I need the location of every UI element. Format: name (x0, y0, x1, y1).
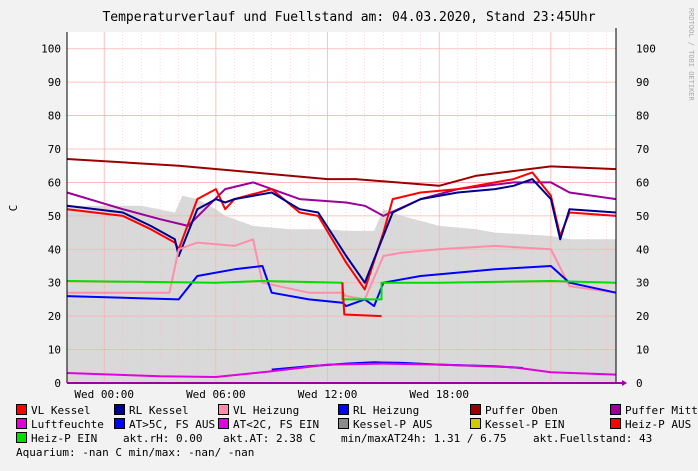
legend-item-rl-heizung: RL Heizung (338, 404, 419, 418)
series-layer (66, 158, 617, 378)
legend-label: Puffer Oben (485, 404, 558, 417)
legend-item-vl-heizung: VL Heizung (218, 404, 299, 418)
legend-item-rl-kessel: RL Kessel (114, 404, 189, 418)
watermark: RRDTOOL / TOBI OETIKER (687, 8, 695, 102)
humidity-readout: akt.rH: 0.00 (123, 432, 203, 445)
legend-swatch (114, 404, 125, 415)
aquarium-readout: Aquarium: -nan C min/max: -nan/ -nan (16, 446, 255, 459)
y-tick-label-right: 50 (636, 210, 649, 223)
legend-item-kessel-p-ein: Kessel-P EIN (470, 418, 564, 432)
series-line-luftfeuchte (66, 362, 617, 378)
y-tick-label-left: 60 (48, 176, 61, 189)
y-axis-label: C (7, 205, 20, 212)
legend-swatch (610, 418, 621, 429)
legend-label: Kessel-P AUS (353, 418, 433, 431)
legend-item-vl-kessel: VL Kessel (16, 404, 91, 418)
series-line-vl-heizung (67, 238, 617, 301)
legend-swatch (338, 404, 349, 415)
y-tick-label-right: 40 (636, 243, 649, 256)
legend-label: Luftfeuchte (31, 418, 104, 431)
x-axis-arrow (622, 380, 627, 386)
y-tick-label-left: 40 (48, 243, 61, 256)
legend-label: Heiz-P EIN (31, 432, 98, 445)
legend-swatch (610, 404, 621, 415)
legend-swatch (470, 418, 481, 429)
legend-swatch (470, 404, 481, 415)
y-tick-label-left: 20 (48, 310, 61, 323)
fill-level-readout: akt.Fuellstand: 43 (533, 432, 653, 445)
series-line-rl-heizung (66, 265, 617, 308)
legend-item-heiz-p-ein: Heiz-P EIN (16, 432, 97, 446)
y-tick-label-right: 100 (636, 43, 656, 56)
y-tick-label-left: 90 (48, 76, 61, 89)
chart-title: Temperaturverlauf und Fuellstand am: 04.… (102, 10, 595, 25)
legend-item-puffer-mitte: Puffer Mitte (610, 404, 698, 418)
y-tick-label-left: 50 (48, 210, 61, 223)
legend-item-luftfeuchte: Luftfeuchte (16, 418, 104, 432)
axis-layer: 0 0 10 10 20 20 30 30 40 40 50 50 60 60 70 70 80 80 90 90 10… (41, 28, 656, 401)
legend-swatch (114, 418, 125, 429)
legend-item-at-5c-fs-aus: AT>5C, FS AUS (114, 418, 215, 432)
legend-item-kessel-p-aus: Kessel-P AUS (338, 418, 432, 432)
series-line-heiz-p-ein (66, 280, 617, 301)
legend-swatch (16, 432, 27, 443)
legend-label: Puffer Mitte (625, 404, 698, 417)
legend-label: VL Kessel (31, 404, 91, 417)
y-tick-label-right: 60 (636, 176, 649, 189)
y-tick-label-left: 30 (48, 277, 61, 290)
legend-row-1: VL Kessel RL Kessel VL Heizung RL Heizung Pu… (16, 404, 698, 418)
y-tick-label-right: 70 (636, 143, 649, 156)
y-tick-label-right: 90 (636, 76, 649, 89)
legend-label: AT<2C, FS EIN (233, 418, 320, 431)
legend-item-heiz-p-aus: Heiz-P AUS (610, 418, 691, 432)
legend-swatch (218, 404, 229, 415)
legend-row-2: Luftfeuchte AT>5C, FS AUS AT<2C, FS EIN Kes… (16, 418, 691, 432)
minmax-temp-readout: min/maxAT24h: 1.31 / 6.75 (341, 432, 507, 445)
y-tick-label-left: 80 (48, 110, 61, 123)
legend-swatch (218, 418, 229, 429)
y-tick-label-left: 70 (48, 143, 61, 156)
series-line-rl-kessel (66, 178, 617, 284)
legend-label: RL Kessel (129, 404, 189, 417)
y-tick-label-right: 80 (636, 110, 649, 123)
x-tick-label: Wed 06:00 (186, 388, 246, 401)
y-tick-label-right: 30 (636, 277, 649, 290)
legend: VL Kessel RL Kessel VL Heizung RL Heizung Pu… (16, 404, 698, 460)
y-tick-label-left: 100 (41, 43, 61, 56)
series-line-puffer-mitte (66, 181, 617, 227)
legend-swatch (16, 404, 27, 415)
legend-row-4: Aquarium: -nan C min/max: -nan/ -nan (16, 446, 691, 460)
y-tick-label-right: 0 (636, 377, 643, 390)
x-tick-label: Wed 18:00 (409, 388, 469, 401)
legend-row-3: Heiz-P EIN akt.rH: 0.00 akt.AT: 2.38 C m… (16, 432, 691, 446)
y-tick-label-right: 10 (636, 344, 649, 357)
y-tick-label-left: 0 (54, 377, 61, 390)
outside-temp-readout: akt.AT: 2.38 C (223, 432, 316, 445)
legend-label: Kessel-P EIN (485, 418, 565, 431)
y-tick-label-right: 20 (636, 310, 649, 323)
legend-swatch (338, 418, 349, 429)
legend-item-at-2c-fs-ein: AT<2C, FS EIN (218, 418, 319, 432)
legend-label: VL Heizung (233, 404, 300, 417)
y-tick-label-left: 10 (48, 344, 61, 357)
legend-swatch (16, 418, 27, 429)
legend-label: RL Heizung (353, 404, 420, 417)
legend-label: AT>5C, FS AUS (129, 418, 216, 431)
series-line-heiz-p-aus (341, 282, 382, 318)
legend-label: Heiz-P AUS (625, 418, 692, 431)
x-tick-label: Wed 00:00 (74, 388, 134, 401)
legend-item-puffer-oben: Puffer Oben (470, 404, 558, 418)
series-line-puffer-oben (66, 158, 617, 187)
x-tick-label: Wed 12:00 (298, 388, 358, 401)
